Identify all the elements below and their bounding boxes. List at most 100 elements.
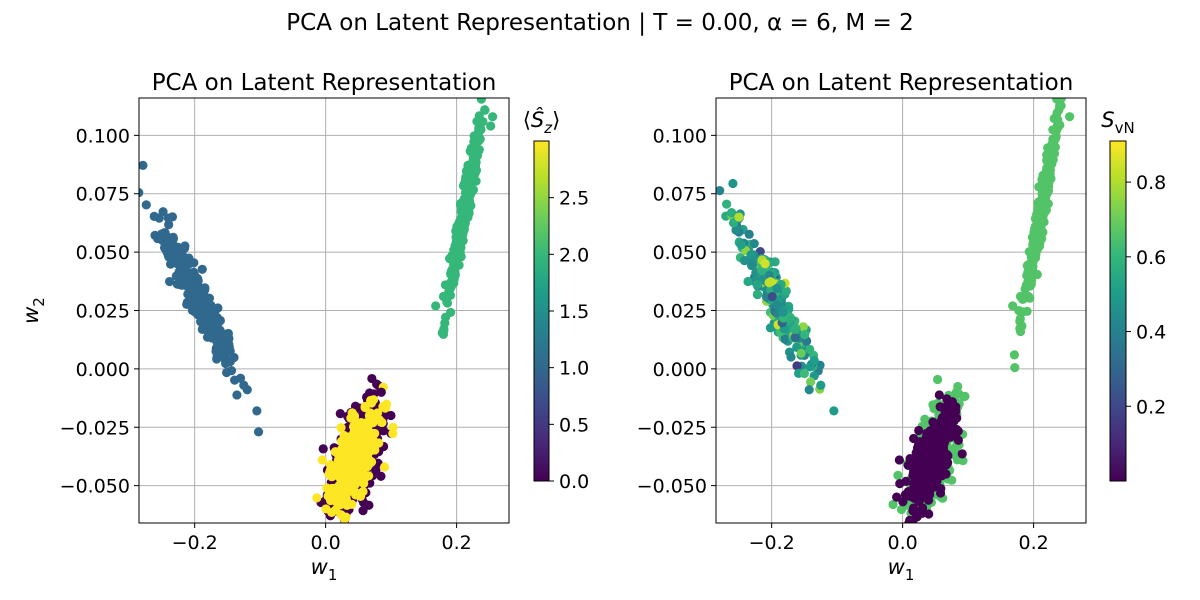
scatter-point bbox=[744, 229, 754, 239]
scatter-point bbox=[731, 225, 741, 235]
scatter-point bbox=[347, 499, 357, 509]
y-tick-label: −0.025 bbox=[637, 417, 707, 439]
scatter-point bbox=[440, 318, 450, 328]
scatter-point bbox=[1009, 350, 1019, 360]
scatter-point bbox=[1054, 105, 1064, 115]
scatter-point bbox=[224, 342, 234, 352]
x-tick-label: −0.2 bbox=[172, 532, 218, 554]
scatter-points bbox=[716, 98, 1075, 523]
scatter-point bbox=[1035, 207, 1045, 217]
scatter-point bbox=[765, 323, 776, 333]
scatter-point bbox=[778, 307, 788, 317]
scatter-point bbox=[913, 470, 924, 480]
scatter-point bbox=[196, 317, 206, 327]
colorbar-tick-label: 2.5 bbox=[559, 188, 589, 210]
scatter-point bbox=[359, 478, 369, 488]
scatter-point bbox=[804, 385, 814, 395]
scatter-point bbox=[1014, 306, 1024, 316]
scatter-point bbox=[749, 239, 759, 249]
scatter-point bbox=[377, 417, 387, 428]
scatter-point bbox=[896, 504, 907, 515]
scatter-point bbox=[180, 241, 190, 251]
scatter-point bbox=[927, 449, 937, 459]
scatter-point bbox=[921, 432, 931, 442]
scatter-point bbox=[211, 343, 221, 353]
scatter-point bbox=[734, 212, 744, 222]
scatter-point bbox=[895, 479, 905, 489]
y-tick-label: 0.000 bbox=[653, 359, 707, 381]
scatter-point bbox=[909, 433, 919, 444]
scatter-point bbox=[199, 310, 209, 320]
scatter-point bbox=[800, 330, 810, 340]
x-axis-label: w1 bbox=[888, 555, 915, 584]
scatter-point bbox=[221, 367, 232, 378]
scatter-point bbox=[760, 259, 770, 269]
scatter-point bbox=[888, 499, 898, 510]
scatter-point bbox=[1015, 291, 1026, 302]
scatter-point bbox=[796, 348, 806, 358]
scatter-point bbox=[728, 218, 739, 228]
scatter-point bbox=[468, 156, 478, 166]
scatter-point bbox=[913, 459, 923, 469]
scatter-point bbox=[239, 380, 249, 390]
scatter-point bbox=[317, 455, 327, 465]
colorbar-tick-label: 2.0 bbox=[559, 244, 589, 266]
scatter-point bbox=[341, 437, 352, 448]
scatter-point bbox=[908, 506, 918, 516]
y-tick-label: 0.050 bbox=[76, 242, 130, 264]
scatter-point bbox=[185, 298, 195, 308]
scatter-point bbox=[748, 259, 758, 269]
y-tick-label: 0.025 bbox=[76, 301, 130, 323]
colorbar bbox=[1109, 140, 1127, 482]
scatter-point bbox=[1028, 254, 1039, 264]
scatter-point bbox=[933, 374, 943, 385]
scatter-point bbox=[746, 250, 756, 260]
scatter-point bbox=[1008, 301, 1018, 311]
scatter-point bbox=[486, 121, 496, 131]
scatter-point bbox=[212, 354, 222, 364]
scatter-point bbox=[952, 413, 962, 423]
scatter-point bbox=[727, 207, 737, 218]
scatter-point bbox=[220, 358, 231, 369]
scatter-point bbox=[361, 425, 371, 435]
scatter-point bbox=[764, 278, 774, 288]
scatter-point bbox=[716, 186, 725, 196]
scatter-point bbox=[158, 228, 169, 238]
scatter-point bbox=[902, 491, 912, 501]
y-tick-label: 0.100 bbox=[653, 125, 707, 147]
scatter-point bbox=[792, 361, 802, 371]
scatter-point bbox=[736, 240, 746, 250]
scatter-point bbox=[371, 465, 381, 475]
scatter-point bbox=[480, 105, 490, 115]
scatter-point bbox=[368, 418, 378, 428]
scatter-point bbox=[252, 406, 262, 416]
colorbar-label: ⟨Ŝz⟩ bbox=[523, 107, 561, 137]
scatter-point bbox=[916, 452, 927, 462]
y-tick-label: −0.025 bbox=[60, 417, 130, 439]
scatter-point bbox=[1044, 160, 1054, 170]
colorbar-tick-label: 1.0 bbox=[559, 358, 589, 380]
scatter-point bbox=[917, 482, 927, 492]
colorbar-label: SvN bbox=[1101, 108, 1134, 137]
scatter-point bbox=[903, 460, 913, 470]
scatter-point bbox=[941, 401, 952, 412]
figure-suptitle: PCA on Latent Representation | T = 0.00,… bbox=[286, 10, 914, 36]
scatter-point bbox=[786, 352, 796, 362]
scatter-point bbox=[942, 394, 952, 404]
scatter-point bbox=[1049, 147, 1059, 157]
scatter-point bbox=[359, 443, 369, 453]
scatter-point bbox=[953, 435, 963, 445]
scatter-point bbox=[948, 405, 959, 415]
scatter-point bbox=[929, 426, 939, 436]
scatter-point bbox=[456, 206, 466, 217]
scatter-point bbox=[1048, 125, 1058, 135]
scatter-point bbox=[438, 291, 449, 302]
scatter-point bbox=[894, 455, 904, 465]
x-tick-label: 0.2 bbox=[442, 532, 472, 554]
scatter-point bbox=[451, 226, 461, 236]
scatter-point bbox=[149, 211, 159, 221]
y-tick-label: 0.075 bbox=[76, 184, 130, 206]
scatter-point bbox=[334, 492, 344, 502]
scatter-point bbox=[798, 322, 808, 332]
